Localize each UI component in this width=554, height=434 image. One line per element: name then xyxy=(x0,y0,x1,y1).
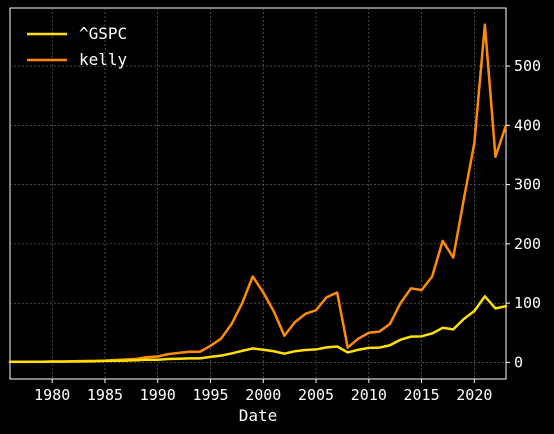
y-tick-label: 300 xyxy=(514,176,541,194)
y-tick-label: 200 xyxy=(514,235,541,253)
y-tick-label: 0 xyxy=(514,353,523,371)
y-tick-label: 500 xyxy=(514,57,541,75)
x-tick-label: 2000 xyxy=(245,386,281,404)
x-tick-label: 1980 xyxy=(34,386,70,404)
x-tick-label: 1995 xyxy=(192,386,228,404)
y-tick-label: 400 xyxy=(514,116,541,134)
series-layer xyxy=(8,23,508,364)
y-axis: 0 100 200 300 400 500 xyxy=(506,57,541,371)
plot-background xyxy=(9,7,507,380)
x-tick-label: 2020 xyxy=(456,386,492,404)
x-tick-label: 1990 xyxy=(140,386,176,404)
legend: ^GSPC kelly xyxy=(27,24,128,69)
x-axis-label: Date xyxy=(239,406,278,425)
x-axis: 1980 1985 1990 1995 2000 2005 2010 2015 2020 xyxy=(34,379,492,404)
grid-lines xyxy=(10,8,506,379)
legend-label: ^GSPC xyxy=(79,24,127,43)
x-tick-label: 2015 xyxy=(404,386,440,404)
x-tick-label: 2005 xyxy=(298,386,334,404)
series-line-gspc xyxy=(8,295,508,364)
x-tick-label: 2010 xyxy=(351,386,387,404)
y-tick-label: 100 xyxy=(514,294,541,312)
x-tick-label: 1985 xyxy=(87,386,123,404)
legend-label: kelly xyxy=(79,50,128,69)
